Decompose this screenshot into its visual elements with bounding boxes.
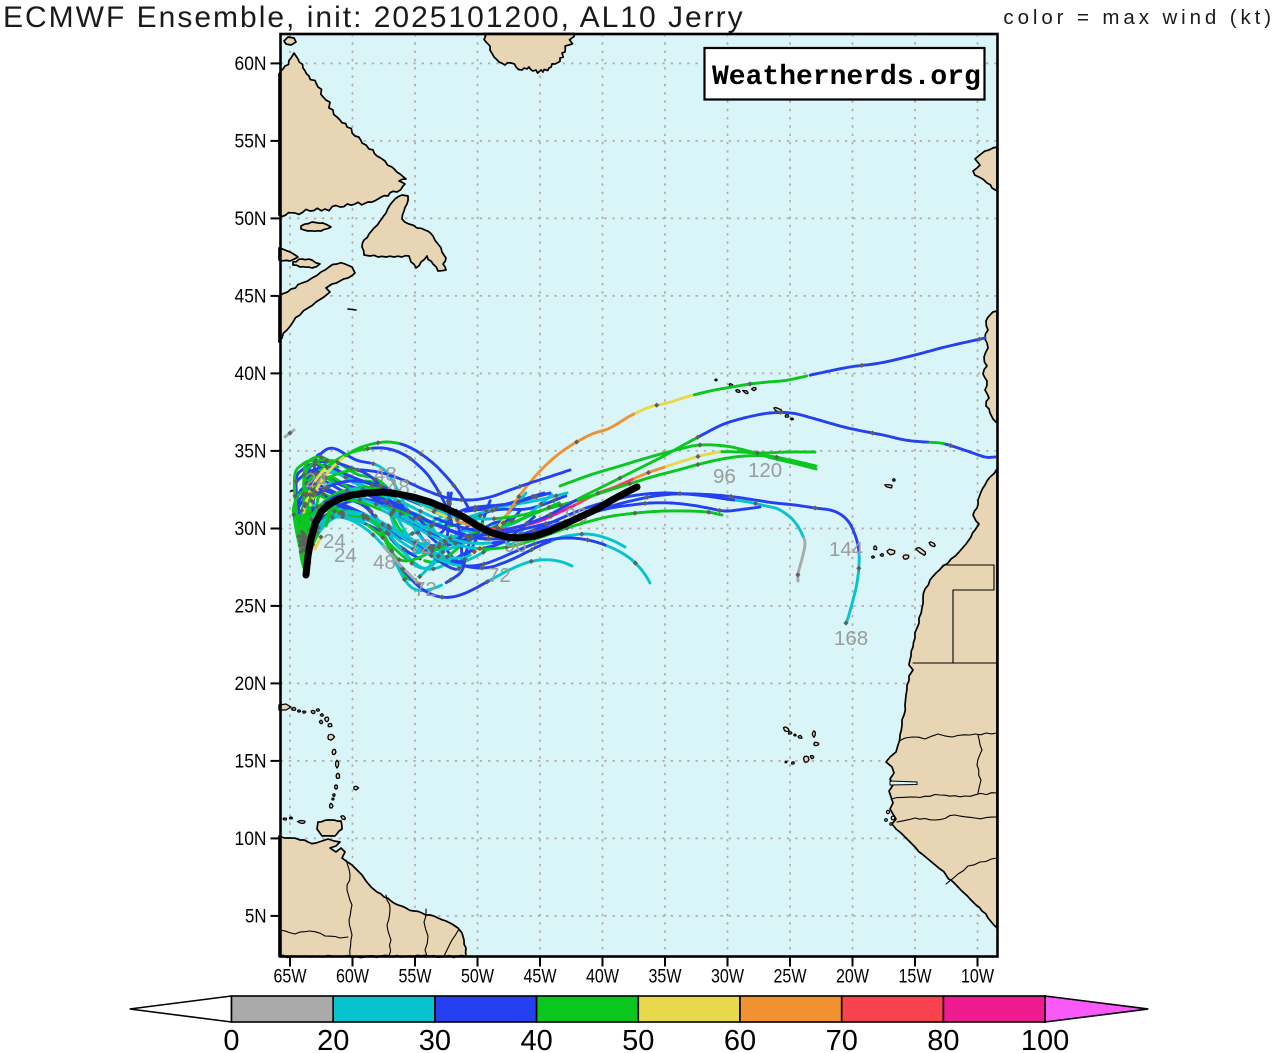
svg-text:60N: 60N [235, 53, 267, 75]
svg-text:15W: 15W [899, 966, 932, 988]
svg-text:35N: 35N [235, 440, 267, 462]
svg-text:5N: 5N [245, 905, 267, 927]
svg-text:50W: 50W [461, 966, 494, 988]
svg-text:96: 96 [713, 465, 736, 488]
svg-text:50N: 50N [235, 208, 267, 230]
svg-text:48: 48 [373, 551, 396, 574]
svg-text:48: 48 [374, 463, 397, 486]
svg-text:25W: 25W [774, 966, 807, 988]
svg-text:20N: 20N [235, 673, 267, 695]
svg-text:65W: 65W [274, 966, 307, 988]
svg-text:Weathernerds.org: Weathernerds.org [712, 62, 981, 93]
svg-text:25N: 25N [235, 595, 267, 617]
svg-text:60W: 60W [336, 966, 369, 988]
svg-text:45W: 45W [524, 966, 557, 988]
svg-text:20W: 20W [836, 966, 869, 988]
svg-text:24: 24 [334, 544, 357, 567]
svg-text:24: 24 [323, 530, 346, 553]
svg-text:10W: 10W [961, 966, 994, 988]
svg-text:30: 30 [419, 1025, 451, 1053]
svg-text:168: 168 [834, 627, 868, 650]
svg-text:80: 80 [927, 1025, 959, 1053]
svg-text:100: 100 [1021, 1025, 1069, 1053]
svg-text:40: 40 [520, 1025, 552, 1053]
svg-text:50: 50 [622, 1025, 654, 1053]
svg-text:40W: 40W [586, 966, 619, 988]
svg-text:30W: 30W [711, 966, 744, 988]
svg-text:55W: 55W [399, 966, 432, 988]
svg-text:70: 70 [826, 1025, 858, 1053]
svg-text:72: 72 [409, 535, 432, 558]
svg-text:24: 24 [305, 469, 328, 492]
svg-text:72: 72 [488, 564, 511, 587]
svg-text:144: 144 [829, 538, 863, 561]
svg-text:30N: 30N [235, 518, 267, 540]
svg-text:35W: 35W [649, 966, 682, 988]
svg-text:15N: 15N [235, 750, 267, 772]
svg-text:10N: 10N [235, 828, 267, 850]
svg-text:40N: 40N [235, 363, 267, 385]
svg-text:60: 60 [724, 1025, 756, 1053]
svg-text:color = max wind (kt): color = max wind (kt) [1003, 6, 1275, 29]
svg-text:120: 120 [748, 459, 782, 482]
svg-text:0: 0 [223, 1025, 239, 1053]
svg-text:72: 72 [414, 578, 437, 601]
svg-text:20: 20 [317, 1025, 349, 1053]
svg-text:55N: 55N [235, 130, 267, 152]
svg-text:ECMWF Ensemble, init: 20251012: ECMWF Ensemble, init: 2025101200, AL10 J… [3, 1, 745, 34]
svg-text:45N: 45N [235, 285, 267, 307]
